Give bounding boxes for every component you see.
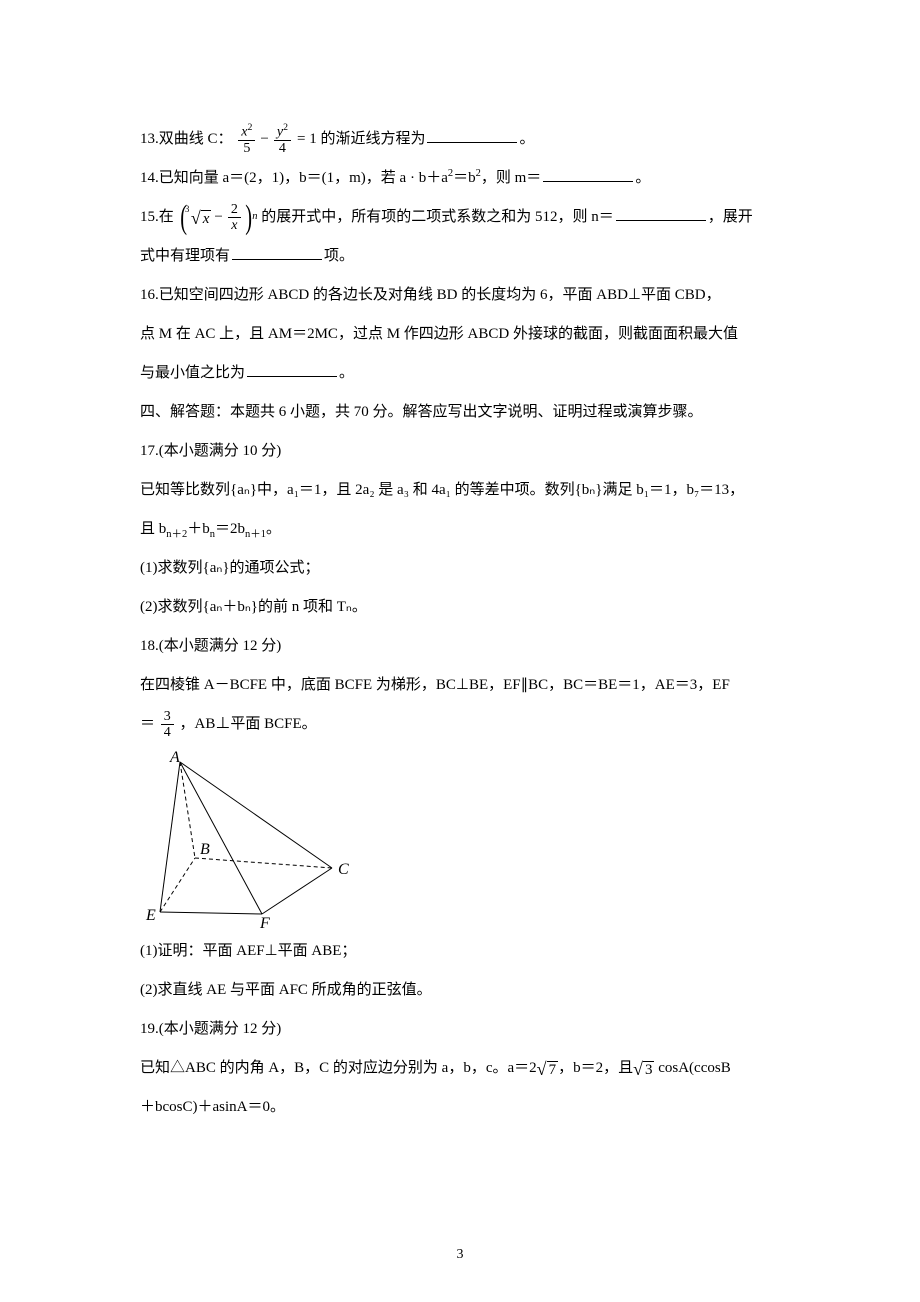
q13-label: 13.: [140, 131, 159, 147]
svg-text:A: A: [169, 750, 180, 766]
q19-sqrt2-arg: 3: [643, 1061, 655, 1077]
q17-p1: (1)求数列{aₙ}的通项公式；: [140, 549, 790, 588]
q13-line: 13.双曲线 C： x2 5 − y2 4 = 1 的渐近线方程为 。: [140, 120, 790, 159]
q17-l2c: ＝2b: [215, 521, 245, 537]
q15-cbrt-arg: x: [201, 210, 212, 226]
q19-l1: 已知△ABC 的内角 A，B，C 的对应边分别为 a，b，c。a＝2√7，b＝2…: [140, 1049, 790, 1088]
q13-frac2-exp: 2: [283, 122, 288, 133]
q13-equation: x2 5 − y2 4 = 1: [236, 123, 316, 156]
q18-p2: (2)求直线 AE 与平面 AFC 所成角的正弦值。: [140, 971, 790, 1010]
q14-mid: ＝b: [453, 170, 476, 186]
q13-frac1-exp: 2: [247, 122, 252, 133]
blank: [427, 127, 517, 144]
q16-l3b: 。: [339, 365, 354, 381]
q19-l2: ＋bcosC)＋asinA＝0。: [140, 1088, 790, 1127]
q15-tail1: ，展开: [708, 209, 753, 225]
q17-s1: n＋2: [166, 529, 187, 540]
blank: [232, 244, 322, 261]
svg-text:C: C: [338, 861, 349, 878]
svg-text:E: E: [145, 907, 156, 924]
q13-frac2: y2 4: [274, 123, 291, 156]
q16-l2: 点 M 在 AC 上，且 AM＝2MC，过点 M 作四边形 ABCD 外接球的截…: [140, 315, 790, 354]
q15-frac-den: x: [228, 217, 241, 233]
q19-sqrt2: √3: [633, 1060, 654, 1078]
q13-frac1: x2 5: [238, 123, 255, 156]
q18-header: 18.(本小题满分 12 分): [140, 627, 790, 666]
q15-cbrt: 3 √x: [189, 209, 212, 227]
q19-l1a: 已知△ABC 的内角 A，B，C 的对应边分别为 a，b，c。a＝2: [140, 1060, 537, 1076]
q17-l1: 已知等比数列{aₙ}中，a₁＝1，且 2a₂ 是 a₃ 和 4a₁ 的等差中项。…: [140, 471, 790, 510]
q13-frac2-den: 4: [274, 140, 291, 156]
q15-rparen: ): [245, 201, 252, 235]
blank: [543, 166, 633, 183]
q16-label: 16.: [140, 287, 159, 303]
q15-l2a: 式中有理项有: [140, 248, 230, 264]
q17-l2b: ＋b: [187, 521, 210, 537]
q14-text-b: ，则 m＝: [481, 170, 541, 186]
q18-l1: 在四棱锥 A－BCFE 中，底面 BCFE 为梯形，BC⊥BE，EF∥BC，BC…: [140, 666, 790, 705]
q18-frac: 3 4: [161, 709, 174, 741]
q15-lead: 在: [159, 209, 174, 225]
svg-text:B: B: [200, 841, 210, 858]
q15-exp: n: [252, 212, 257, 223]
q18-figure: A B C E F: [140, 750, 790, 930]
q13-suffix: 的渐近线方程为: [320, 131, 425, 147]
q13-prefix: 双曲线 C：: [159, 131, 233, 147]
page: 13.双曲线 C： x2 5 − y2 4 = 1 的渐近线方程为。 14.已知…: [0, 0, 920, 1302]
q17-p2: (2)求数列{aₙ＋bₙ}的前 n 项和 Tₙ。: [140, 588, 790, 627]
q19-header: 19.(本小题满分 12 分): [140, 1010, 790, 1049]
q15-l2b: 项。: [324, 248, 354, 264]
blank: [247, 361, 337, 378]
q15-binom: ( 3 √x − 2 x ) n: [178, 201, 258, 235]
q19-l1c: cosA(ccosB: [654, 1060, 730, 1076]
q14-end: 。: [635, 170, 650, 186]
q18-p1: (1)证明：平面 AEF⊥平面 ABE；: [140, 932, 790, 971]
q19-sqrt1-arg: 7: [547, 1061, 559, 1077]
q14-text-a: 已知向量 a＝(2，1)，b＝(1，m)，若 a · b＋a: [159, 170, 448, 186]
q16-l3: 与最小值之比为 。: [140, 354, 790, 393]
q15-mid: 的展开式中，所有项的二项式系数之和为 512，则 n＝: [261, 209, 614, 225]
page-number: 3: [0, 1248, 920, 1262]
q15-frac: 2 x: [228, 202, 241, 234]
q18-l2eq: ＝: [140, 716, 155, 732]
blank: [616, 205, 706, 222]
q15-line1: 15.在 ( 3 √x − 2 x ) n 的展开式中，所有项的二项式系数之和为…: [140, 198, 790, 237]
q17-l2a: 且 b: [140, 521, 166, 537]
q15-label: 15.: [140, 209, 159, 225]
q18-l2tail: ，AB⊥平面 BCFE。: [180, 716, 317, 732]
q16-l1t: 已知空间四边形 ABCD 的各边长及对角线 BD 的长度均为 6，平面 ABD⊥…: [159, 287, 721, 303]
q13-frac1-den: 5: [238, 140, 255, 156]
q15-cbrt-idx: 3: [185, 205, 190, 214]
section4-heading: 四、解答题：本题共 6 小题，共 70 分。解答应写出文字说明、证明过程或演算步…: [140, 393, 790, 432]
q19-l1b: ，b＝2，且: [558, 1060, 633, 1076]
q15-frac-num: 2: [228, 202, 241, 217]
q14-label: 14.: [140, 170, 159, 186]
q14-line: 14.已知向量 a＝(2，1)，b＝(1，m)，若 a · b＋a2＝b2，则 …: [140, 159, 790, 198]
q13-end: 。: [519, 131, 534, 147]
q18-frac-num: 3: [161, 709, 174, 724]
q13-minus: −: [260, 132, 268, 147]
q17-s3: n＋1: [245, 529, 266, 540]
q16-l3a: 与最小值之比为: [140, 365, 245, 381]
q17-header: 17.(本小题满分 10 分): [140, 432, 790, 471]
q18-frac-den: 4: [161, 724, 174, 740]
q16-l1: 16.已知空间四边形 ABCD 的各边长及对角线 BD 的长度均为 6，平面 A…: [140, 276, 790, 315]
q13-eqone: = 1: [297, 132, 317, 147]
q15-minus: −: [214, 210, 222, 225]
q15-line2: 式中有理项有 项。: [140, 237, 790, 276]
q18-l2: ＝ 3 4 ，AB⊥平面 BCFE。: [140, 705, 790, 744]
q18-figure-svg: A B C E F: [140, 750, 350, 930]
q17-l2: 且 bn＋2＋bn＝2bn＋1。: [140, 510, 790, 549]
q17-l2d: 。: [266, 521, 281, 537]
q19-sqrt1: √7: [537, 1060, 558, 1078]
svg-text:F: F: [259, 915, 270, 930]
